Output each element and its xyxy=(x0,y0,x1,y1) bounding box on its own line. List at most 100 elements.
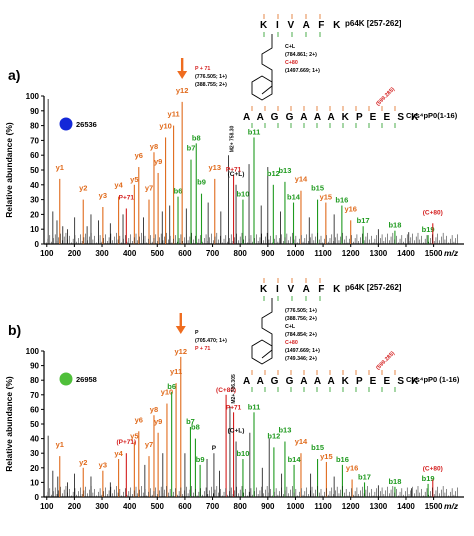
structure-note: (1497.669; 1+) xyxy=(285,68,320,74)
x-tick-label: 1400 xyxy=(397,249,415,258)
peak-label: b9 xyxy=(197,178,206,187)
peak-label: b19 xyxy=(422,474,435,483)
x-tick-label: 1200 xyxy=(342,249,360,258)
peak-label: b18 xyxy=(388,477,401,486)
peak-label: y12 xyxy=(176,86,189,95)
peak-label: b8 xyxy=(191,423,200,432)
structure-note: (784.861; 2+) xyxy=(285,52,317,58)
peak-label: y7 xyxy=(145,184,153,193)
x-tick-label: 400 xyxy=(123,249,137,258)
peak-label: y4 xyxy=(114,181,123,190)
x-tick-label: 100 xyxy=(40,502,54,511)
peak-label: b11 xyxy=(248,402,261,411)
y-tick-label: 10 xyxy=(30,225,39,234)
structure-note: (784.854; 2+) xyxy=(285,332,317,338)
peak-label: b15 xyxy=(311,443,324,452)
x-tick-label: 1100 xyxy=(314,502,332,511)
peak-label: b13 xyxy=(278,426,291,435)
sequence-top: K I V A F K xyxy=(260,284,343,295)
structure-note: (1497.669; 1+) xyxy=(285,348,320,354)
peak-label: y8 xyxy=(150,405,158,414)
peak-label: b16 xyxy=(336,455,349,464)
peak-label: b7 xyxy=(187,144,196,153)
peak-label: y9 xyxy=(154,157,162,166)
linker-bond xyxy=(261,34,273,95)
peak-label: b16 xyxy=(335,196,348,205)
linker-bond xyxy=(261,298,273,359)
y-tick-label: 30 xyxy=(30,449,39,458)
peak-label: b17 xyxy=(358,472,371,481)
x-tick-label: 800 xyxy=(234,249,248,258)
peak-label: b18 xyxy=(388,221,401,230)
y-tick-label: 30 xyxy=(30,196,39,205)
x-tick-label: 600 xyxy=(178,249,192,258)
x-tick-label: 1300 xyxy=(369,502,387,511)
peak-label: b12 xyxy=(267,169,280,178)
y-tick-label: 40 xyxy=(30,435,39,444)
panel-label: b) xyxy=(8,322,21,338)
y-tick-label: 0 xyxy=(35,493,40,502)
peak-label: y11 xyxy=(168,110,180,119)
peak-label: (C+80) xyxy=(423,209,443,216)
structure-note: (388.756; 2+) xyxy=(285,316,317,322)
special-fragment-label: (599.285) xyxy=(375,86,396,107)
peak-label: y15 xyxy=(320,193,333,202)
sequence-top: K I V A F K xyxy=(260,20,343,31)
y-tick-label: 80 xyxy=(30,376,39,385)
peak-label: y16 xyxy=(344,204,357,213)
peak-label: y2 xyxy=(79,184,87,193)
peak-label: b10 xyxy=(236,190,249,199)
peak-label: (P+71) xyxy=(116,439,136,446)
arrow-head xyxy=(177,71,188,79)
x-tick-label: 1000 xyxy=(287,502,305,511)
panel-label: a) xyxy=(8,67,20,83)
peptide-bottom-label: Cys⁴pP0(1-16) xyxy=(406,111,458,120)
peak-label: b6 xyxy=(167,382,176,391)
x-tick-label: 700 xyxy=(206,249,220,258)
peak-label: y12 xyxy=(175,347,188,356)
structure-note: C+L xyxy=(285,44,296,50)
peak-label: b6 xyxy=(174,187,183,196)
peak-label: y6 xyxy=(135,415,143,424)
y-tick-label: 20 xyxy=(30,210,39,219)
peak-label: y14 xyxy=(295,437,308,446)
peak-label: (C+L) xyxy=(228,428,245,435)
x-tick-label: 900 xyxy=(261,249,275,258)
x-tick-label: 200 xyxy=(68,502,82,511)
y-axis-label: Relative abundance (%) xyxy=(4,122,14,218)
peak-label: y2 xyxy=(79,458,87,467)
x-tick-label: 500 xyxy=(151,502,165,511)
x-tick-label: 900 xyxy=(261,502,275,511)
y-tick-label: 20 xyxy=(30,464,39,473)
peak-label: y3 xyxy=(99,461,107,470)
y-tick-label: 40 xyxy=(30,181,39,190)
y-tick-label: 60 xyxy=(30,405,39,414)
peak-label: b13 xyxy=(278,166,291,175)
structure-note: (776.505; 1+) xyxy=(195,74,227,80)
y-tick-label: 70 xyxy=(30,391,39,400)
peak-label: b10 xyxy=(236,449,249,458)
x-axis-label: m/z xyxy=(444,501,459,511)
x-tick-label: 1500 xyxy=(425,502,443,511)
y-tick-label: 50 xyxy=(30,166,39,175)
peak-label: b7 xyxy=(186,417,195,426)
sequence-bottom: A A G G A A A K P E E S K xyxy=(243,376,421,387)
peak-label: P xyxy=(212,445,217,452)
structure-note: (749.346; 2+) xyxy=(285,356,317,362)
y-tick-label: 100 xyxy=(26,92,40,101)
peak-label: y14 xyxy=(295,175,308,184)
x-tick-label: 400 xyxy=(123,502,137,511)
peak-label: b15 xyxy=(311,184,324,193)
peak-label: b17 xyxy=(357,216,370,225)
sample-id: 26536 xyxy=(76,120,97,129)
x-tick-label: 500 xyxy=(151,249,165,258)
x-tick-label: 100 xyxy=(40,249,54,258)
x-axis-label: m/z xyxy=(444,248,459,258)
structure-note: (776.505; 1+) xyxy=(285,308,317,314)
peak-label: y11 xyxy=(170,367,182,376)
x-tick-label: 300 xyxy=(95,502,109,511)
peak-label: b8 xyxy=(192,133,201,142)
y-tick-label: 80 xyxy=(30,122,39,131)
peak-label: y10 xyxy=(161,388,174,397)
